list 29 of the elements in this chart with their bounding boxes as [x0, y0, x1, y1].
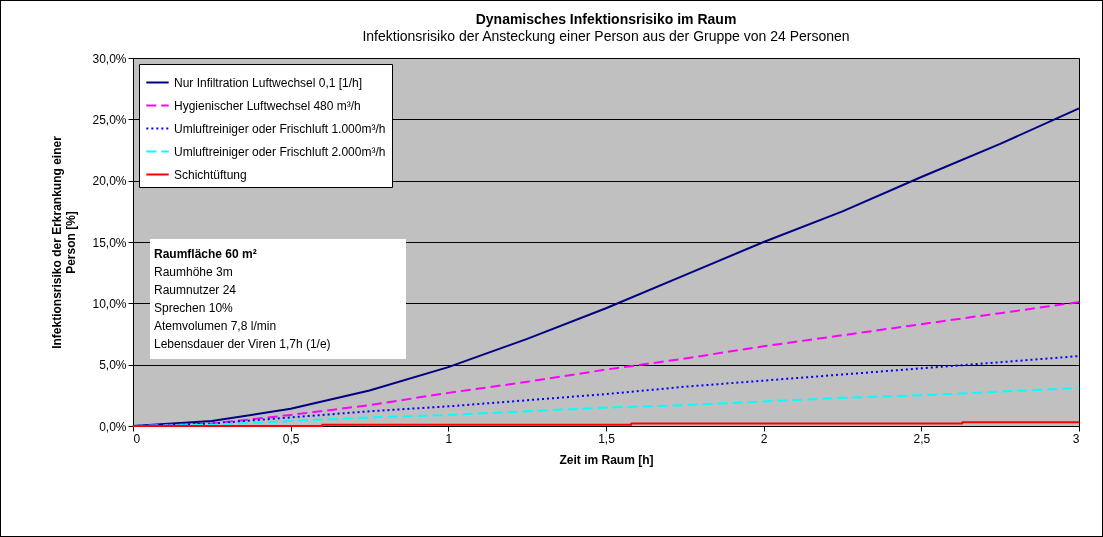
y-tick-label: 30,0%	[92, 51, 127, 66]
x-axis-title: Zeit im Raum [h]	[559, 452, 654, 467]
y-tick-label: 20,0%	[92, 174, 127, 189]
legend-label: Nur Infiltration Luftwechsel 0,1 [1/h]	[174, 75, 363, 90]
x-tick-label: 1	[445, 431, 453, 446]
annotation: Atemvolumen 7,8 l/min	[154, 318, 278, 335]
y-tick-label: 5,0%	[99, 358, 127, 373]
x-tick-label: 0	[133, 431, 141, 446]
y-tick-label: 15,0%	[92, 235, 127, 250]
y-axis-title: Infektionsrisiko der Erkrankung einer Person [%]	[50, 135, 79, 349]
x-tick-label: 0,5	[282, 431, 300, 446]
chart-title: Dynamisches Infektionsrisiko im Raum	[475, 11, 737, 27]
x-tick-label: 1,5	[598, 431, 616, 446]
annotation: Lebensdauer der Viren 1,7h (1/e)	[154, 336, 332, 353]
annotation: Raumhöhe 3m	[154, 264, 234, 281]
annotation: Raumfläche 60 m²	[154, 246, 258, 263]
legend-label: Schichtüftung	[174, 167, 247, 182]
y-tick-label: 0,0%	[99, 419, 127, 434]
y-tick-label: 10,0%	[92, 296, 127, 311]
x-tick-label: 2,5	[913, 431, 931, 446]
chart-subtitle: Infektionsrisiko der Ansteckung einer Person aus der Gruppe von 24 Personen	[362, 28, 850, 44]
legend-label: Hygienischer Luftwechsel 480 m³/h	[174, 98, 361, 113]
y-tick-label: 25,0%	[92, 112, 127, 127]
annotation: Sprechen 10%	[154, 300, 234, 317]
legend-label: Umluftreiniger oder Frischluft 2.000m³/h	[174, 144, 386, 159]
x-tick-label: 3	[1072, 431, 1080, 446]
legend-label: Umluftreiniger oder Frischluft 1.000m³/h	[174, 121, 386, 136]
x-tick-label: 2	[760, 431, 768, 446]
annotation: Raumnutzer 24	[154, 282, 238, 299]
